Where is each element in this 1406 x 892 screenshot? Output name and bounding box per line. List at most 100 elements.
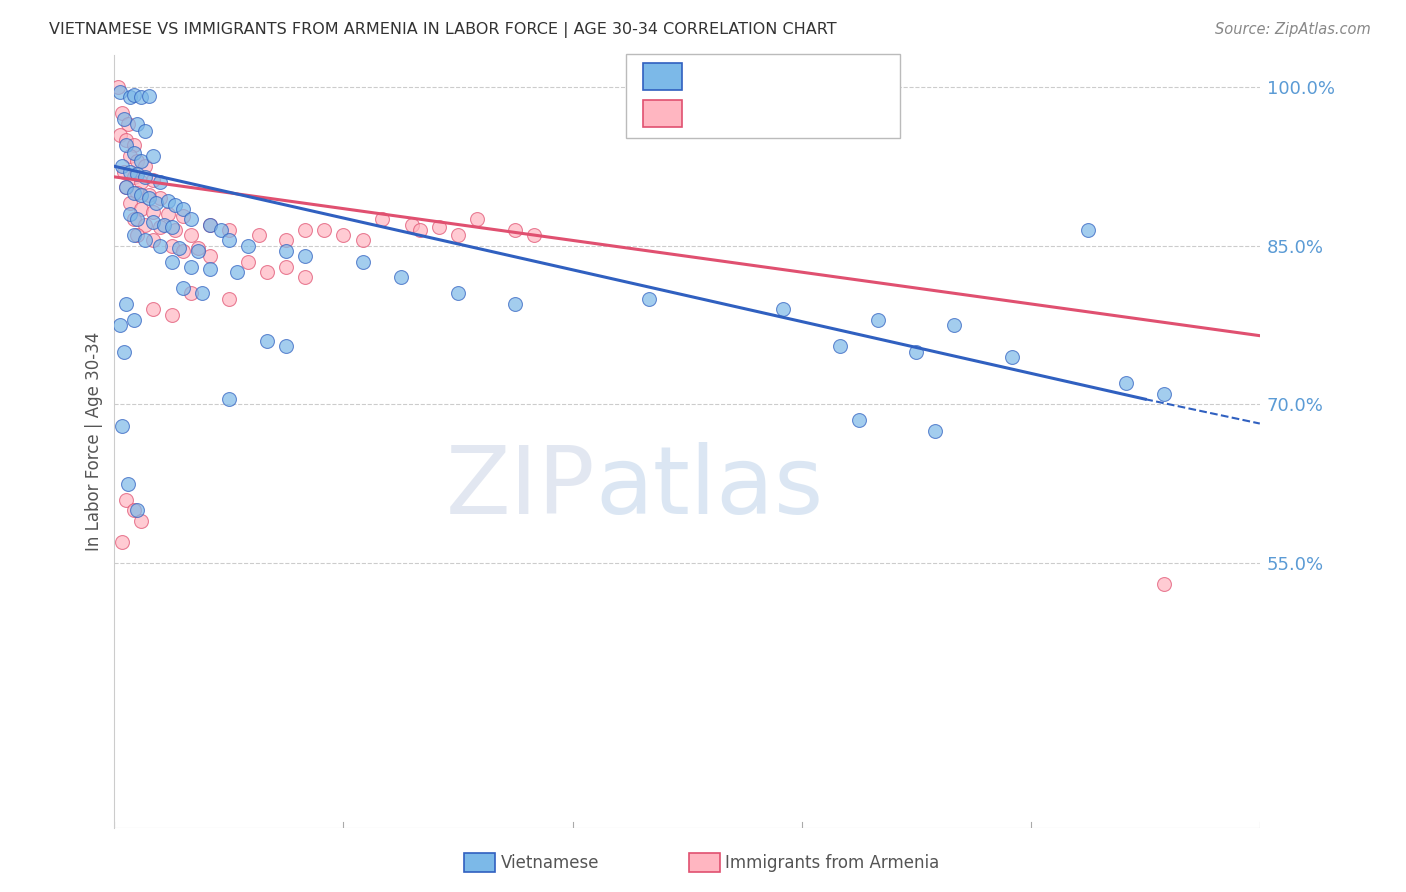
Text: R = -0.354: R = -0.354 [693, 68, 799, 86]
Point [165, 198, 187, 212]
Point [122, 145, 145, 160]
Point [218, 223, 240, 237]
Point [401, 218, 423, 232]
Point [160, 308, 183, 322]
Point [127, 503, 149, 517]
Point [156, 194, 179, 209]
Point [134, 218, 156, 232]
Point [638, 292, 661, 306]
Point [115, 492, 138, 507]
Point [866, 313, 889, 327]
Point [352, 234, 374, 248]
Point [160, 254, 183, 268]
Point [122, 138, 145, 153]
Point [122, 212, 145, 227]
Point [111, 535, 134, 549]
Point [112, 164, 135, 178]
Point [117, 117, 139, 131]
Point [142, 302, 165, 317]
Point [370, 212, 392, 227]
Point [129, 90, 152, 104]
Point [122, 228, 145, 243]
Point [127, 153, 149, 168]
Point [138, 187, 160, 202]
Point [256, 265, 278, 279]
Point [134, 159, 156, 173]
Point [134, 169, 156, 184]
Point [142, 149, 165, 163]
Point [129, 175, 152, 189]
Point [112, 112, 135, 126]
Point [905, 344, 928, 359]
Point [115, 180, 138, 194]
Point [122, 503, 145, 517]
Point [127, 186, 149, 200]
Text: R = -0.265: R = -0.265 [693, 104, 799, 122]
Point [294, 270, 316, 285]
Point [180, 228, 202, 243]
Point [1115, 376, 1137, 391]
Point [122, 313, 145, 327]
Point [294, 249, 316, 263]
Point [115, 133, 138, 147]
Text: N = 77: N = 77 [806, 68, 873, 86]
Point [198, 218, 221, 232]
Point [127, 167, 149, 181]
Point [218, 392, 240, 407]
Point [118, 164, 141, 178]
Point [172, 244, 194, 258]
Point [122, 186, 145, 200]
Point [465, 212, 488, 227]
Point [172, 202, 194, 216]
Point [149, 219, 172, 234]
Point [129, 153, 152, 168]
Point [122, 88, 145, 103]
Point [187, 241, 209, 255]
Point [924, 424, 946, 438]
Point [389, 270, 412, 285]
Point [187, 244, 209, 258]
Text: Immigrants from Armenia: Immigrants from Armenia [725, 854, 939, 871]
Point [943, 318, 966, 332]
Point [149, 175, 172, 189]
Text: atlas: atlas [596, 442, 824, 534]
Point [118, 90, 141, 104]
Point [409, 223, 432, 237]
Point [115, 138, 138, 153]
Point [129, 187, 152, 202]
Point [352, 254, 374, 268]
Point [142, 173, 165, 187]
Text: ZIP: ZIP [446, 442, 596, 534]
Point [118, 149, 141, 163]
Point [256, 334, 278, 348]
Point [156, 207, 179, 221]
Text: N = 63: N = 63 [806, 104, 873, 122]
Point [111, 159, 134, 173]
Point [218, 292, 240, 306]
Point [1153, 577, 1175, 591]
Point [134, 124, 156, 138]
Point [276, 244, 298, 258]
Point [236, 254, 259, 268]
Point [115, 180, 138, 194]
Point [160, 238, 183, 252]
Point [276, 234, 298, 248]
Point [225, 265, 247, 279]
Text: VIETNAMESE VS IMMIGRANTS FROM ARMENIA IN LABOR FORCE | AGE 30-34 CORRELATION CHA: VIETNAMESE VS IMMIGRANTS FROM ARMENIA IN… [49, 22, 837, 38]
Point [198, 218, 221, 232]
Point [112, 344, 135, 359]
Point [209, 223, 232, 237]
Point [198, 249, 221, 263]
Point [332, 228, 354, 243]
Point [142, 215, 165, 229]
Point [172, 281, 194, 295]
Point [134, 234, 156, 248]
Point [447, 228, 470, 243]
Point [111, 418, 134, 433]
Point [828, 339, 851, 353]
Point [172, 209, 194, 223]
Text: Source: ZipAtlas.com: Source: ZipAtlas.com [1215, 22, 1371, 37]
Point [1153, 387, 1175, 401]
Point [153, 218, 176, 232]
Point [127, 212, 149, 227]
